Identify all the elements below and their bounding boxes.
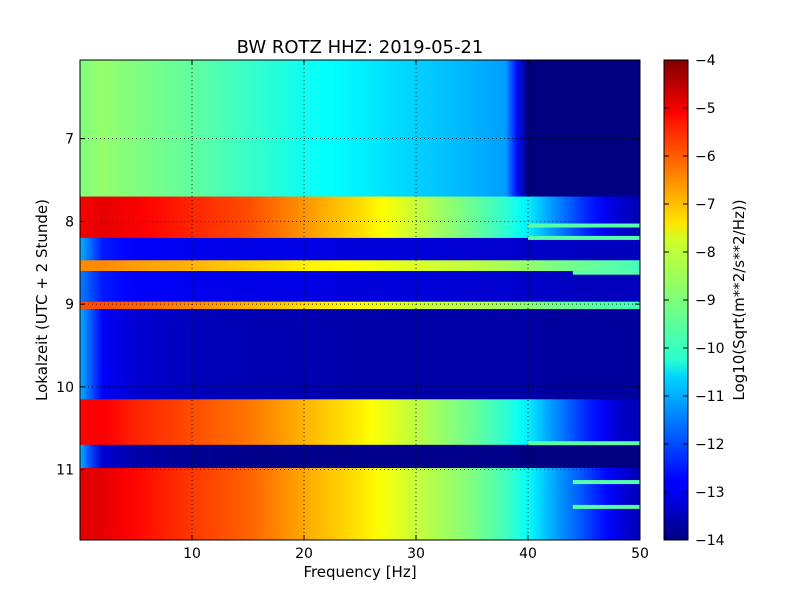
spectrogram-band	[80, 60, 640, 198]
spectral-line-feature	[572, 480, 640, 485]
spectrogram-band	[80, 260, 640, 272]
grid-lines	[80, 60, 640, 540]
spectral-line-feature	[572, 270, 640, 275]
x-tick-label: 50	[631, 546, 649, 562]
colorbar-tick-label: −12	[695, 437, 725, 453]
y-tick-label: 8	[65, 214, 74, 230]
spectral-line-feature	[528, 235, 640, 240]
colorbar-tick-label: −6	[695, 149, 716, 165]
y-tick-label: 7	[65, 132, 74, 148]
chart-title: BW ROTZ HHZ: 2019-05-21	[237, 37, 484, 58]
spectrogram-band	[80, 196, 640, 239]
spectrogram-band	[80, 399, 640, 446]
x-axis: 10 20 30 40 50	[183, 60, 649, 562]
plot-frame	[79, 59, 641, 541]
colorbar-tick-label: −8	[695, 245, 716, 261]
colorbar-tick-label: −7	[695, 197, 716, 213]
x-tick-label: 10	[183, 546, 201, 562]
colorbar-tick-label: −4	[695, 53, 716, 69]
colorbar-tick-label: −14	[695, 533, 725, 549]
spectral-line-feature	[528, 441, 640, 446]
colorbar-ticks: −4 −5 −6 −7 −8 −9 −10 −11 −12 −13 −14	[664, 53, 725, 549]
y-tick-label: 11	[56, 463, 74, 479]
colorbar-tick-label: −13	[695, 485, 725, 501]
spectrogram-band	[80, 309, 640, 400]
colorbar-tick-label: −5	[695, 101, 716, 117]
spectrogram-band	[80, 271, 640, 303]
y-tick-label: 9	[65, 297, 74, 313]
x-axis-label: Frequency [Hz]	[303, 563, 416, 581]
spectral-line-feature	[528, 223, 640, 228]
y-axis: 7 8 9 10 11	[56, 132, 640, 479]
spectrogram-heatmap	[80, 60, 640, 540]
y-axis-label: Lokalzeit (UTC + 2 Stunde)	[33, 199, 51, 401]
y-tick-label: 10	[56, 380, 74, 396]
spectrogram-band	[80, 237, 640, 261]
colorbar-tick-label: −11	[695, 389, 725, 405]
colorbar-tick-label: −9	[695, 293, 716, 309]
spectrogram-band	[80, 444, 640, 469]
x-tick-label: 30	[407, 546, 425, 562]
x-tick-label: 40	[519, 546, 537, 562]
colorbar-tick-label: −10	[695, 341, 725, 357]
x-tick-label: 20	[295, 546, 313, 562]
spectrogram-band	[80, 301, 640, 310]
spectral-line-feature	[572, 504, 640, 509]
spectrogram-band	[80, 468, 640, 540]
colorbar-label: Log10(Sqrt(m**2/s**2/Hz))	[730, 199, 748, 400]
